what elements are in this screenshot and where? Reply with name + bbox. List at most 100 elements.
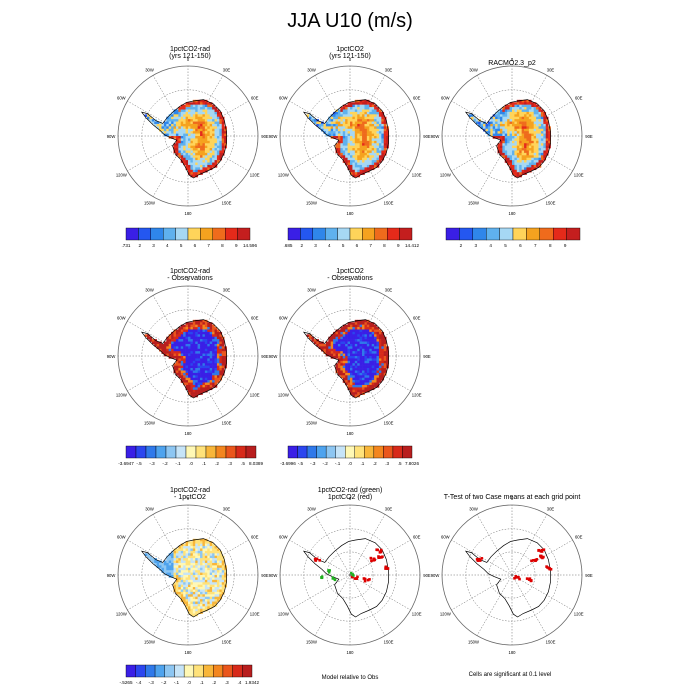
grid-cell: [519, 138, 522, 142]
grid-cell: [383, 148, 387, 151]
grid-cell: [352, 136, 356, 139]
grid-cell: [359, 152, 363, 156]
grid-cell: [214, 119, 218, 122]
grid-cell: [359, 114, 363, 118]
grid-cell: [212, 370, 215, 374]
grid-cell: [521, 133, 525, 137]
grid-cell: [185, 567, 189, 571]
grid-cell: [309, 116, 312, 120]
grid-cell: [347, 140, 351, 144]
grid-cell: [369, 382, 372, 386]
grid-cell: [350, 341, 353, 345]
grid-cell: [345, 324, 348, 328]
grid-cell: [183, 140, 186, 144]
grid-cell: [197, 148, 201, 151]
grid-cell: [209, 358, 213, 362]
grid-cell: [536, 150, 539, 154]
grid-cell: [524, 119, 527, 122]
grid-cell: [161, 562, 165, 566]
grid-cell: [374, 363, 377, 366]
grid-cell: [359, 102, 363, 105]
grid-cell: [216, 575, 220, 578]
grid-cell: [204, 339, 208, 342]
grid-cell: [369, 133, 372, 137]
grid-cell: [354, 334, 358, 338]
grid-cell: [207, 606, 210, 610]
grid-cell: [214, 562, 218, 566]
grid-cell: [364, 348, 368, 352]
grid-cell: [173, 341, 177, 345]
grid-cell: [366, 131, 370, 134]
grid-cell: [224, 128, 227, 132]
grid-cell: [366, 167, 370, 171]
grid-cell: [156, 560, 160, 564]
grid-cell: [185, 148, 189, 151]
grid-cell: [214, 363, 218, 366]
grid-cell: [188, 107, 191, 110]
grid-cell: [161, 570, 165, 573]
grid-cell: [212, 353, 215, 357]
grid-cell: [183, 589, 186, 593]
grid-cell: [163, 131, 167, 134]
grid-cell: [192, 380, 196, 383]
grid-cell: [519, 136, 522, 139]
grid-cell: [362, 346, 365, 350]
grid-cell: [209, 322, 213, 325]
grid-cell: [335, 351, 339, 354]
grid-cell: [197, 550, 201, 554]
grid-cell: [495, 121, 498, 125]
grid-cell: [364, 346, 368, 350]
grid-cell: [383, 346, 387, 350]
grid-cell: [364, 169, 368, 173]
grid-cell: [212, 150, 215, 154]
meridian-line: [314, 295, 351, 357]
grid-cell: [185, 387, 189, 391]
grid-cell: [502, 138, 506, 142]
grid-cell: [188, 589, 191, 593]
grid-cell: [209, 601, 213, 605]
grid-cell: [376, 351, 380, 354]
grid-cell: [499, 145, 503, 149]
grid-cell: [185, 380, 189, 383]
grid-cell: [381, 157, 385, 161]
grid-cell: [188, 131, 191, 134]
grid-cell: [536, 140, 539, 144]
longitude-label: 150W: [468, 201, 479, 206]
grid-cell: [183, 346, 186, 350]
grid-cell: [362, 375, 365, 378]
grid-cell: [209, 594, 213, 597]
grid-cell: [364, 329, 368, 333]
grid-cell: [364, 365, 368, 369]
grid-cell: [216, 591, 220, 595]
grid-cell: [204, 109, 208, 113]
grid-cell: [378, 140, 382, 144]
grid-cell: [209, 365, 213, 369]
grid-cell: [207, 126, 210, 130]
grid-cell: [207, 384, 210, 388]
grid-cell: [195, 538, 198, 542]
grid-cell: [147, 116, 150, 120]
grid-cell: [347, 104, 351, 108]
grid-cell: [345, 109, 348, 113]
longitude-label: 120E: [412, 393, 422, 398]
grid-cell: [345, 121, 348, 125]
grid-cell: [366, 370, 370, 374]
grid-cell: [221, 150, 225, 154]
grid-cell: [166, 555, 170, 559]
grid-cell: [216, 150, 220, 154]
latitude-circle: [326, 551, 374, 599]
grid-cell: [512, 145, 515, 149]
grid-cell: [364, 167, 368, 171]
grid-cell: [200, 562, 203, 566]
longitude-label: 120E: [412, 173, 422, 178]
grid-cell: [183, 121, 186, 125]
grid-cell: [499, 150, 503, 154]
grid-cell: [524, 109, 527, 113]
grid-cell: [347, 150, 351, 154]
grid-cell: [502, 116, 506, 120]
grid-cell: [504, 126, 508, 130]
grid-cell: [540, 121, 544, 125]
grid-cell: [175, 582, 179, 585]
